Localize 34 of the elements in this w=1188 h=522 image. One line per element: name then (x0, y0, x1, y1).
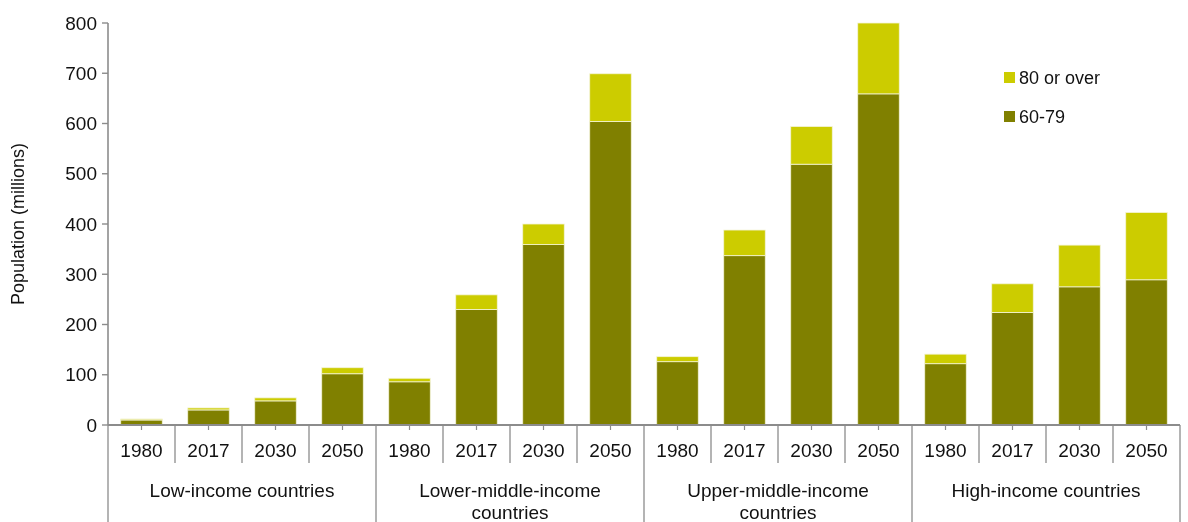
x-tick-label: 2030 (522, 440, 565, 461)
text: Upper-middle-income countries (687, 480, 869, 522)
y-tick-label: 300 (65, 263, 97, 285)
x-tick-label: 2017 (455, 440, 498, 461)
x-tick-label: 2017 (991, 440, 1034, 461)
y-tick-label: 600 (65, 113, 97, 134)
text: High-income countries (951, 480, 1141, 501)
x-tick-label: 2030 (254, 440, 297, 461)
x-tick-label: 2030 (1058, 440, 1101, 461)
y-tick-label: 700 (65, 62, 97, 84)
x-tick-label: 2017 (723, 440, 766, 461)
x-tick-label: 1980 (924, 440, 967, 461)
x-tick-label: 1980 (656, 440, 699, 461)
text: Low-income countries (149, 480, 335, 501)
x-tick-label: 1980 (120, 440, 163, 461)
legend-label: 60-79 (1019, 106, 1066, 127)
x-tick-label: 2030 (790, 440, 833, 461)
x-tick-label: 2050 (589, 440, 632, 461)
x-tick-label: 1980 (388, 440, 431, 461)
legend-label: 80 or over (1019, 67, 1101, 88)
y-tick-label: 100 (65, 364, 97, 386)
x-tick-label: 2050 (1125, 440, 1168, 461)
x-tick-label: 2050 (857, 440, 900, 461)
y-axis-title: Population (millions) (8, 142, 28, 306)
bar (388, 381, 431, 426)
x-tick-label: 2017 (187, 440, 230, 461)
y-tick-label: 500 (65, 163, 97, 185)
y-tick-label: 400 (65, 213, 97, 235)
y-tick-label: 800 (65, 12, 97, 34)
y-tick-label: 0 (86, 414, 97, 436)
y-tick-label: 200 (65, 314, 97, 335)
text: Lower-middle-income countries (419, 480, 601, 522)
bar (254, 400, 297, 426)
x-tick-label: 2050 (321, 440, 364, 461)
